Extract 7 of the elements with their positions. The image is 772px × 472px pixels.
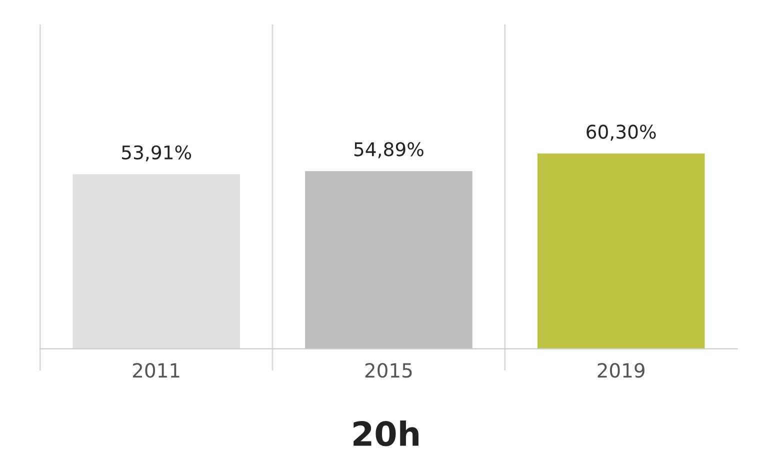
data-label: 53,91% xyxy=(122,145,192,162)
x-tick-label: 2011 xyxy=(133,363,180,378)
x-tick-label: 2015 xyxy=(365,363,412,378)
x-tick-label: 2019 xyxy=(598,363,644,378)
data-label: 54,89% xyxy=(354,142,424,158)
data-label: 60,30% xyxy=(586,124,656,141)
text: 20h xyxy=(354,420,418,446)
